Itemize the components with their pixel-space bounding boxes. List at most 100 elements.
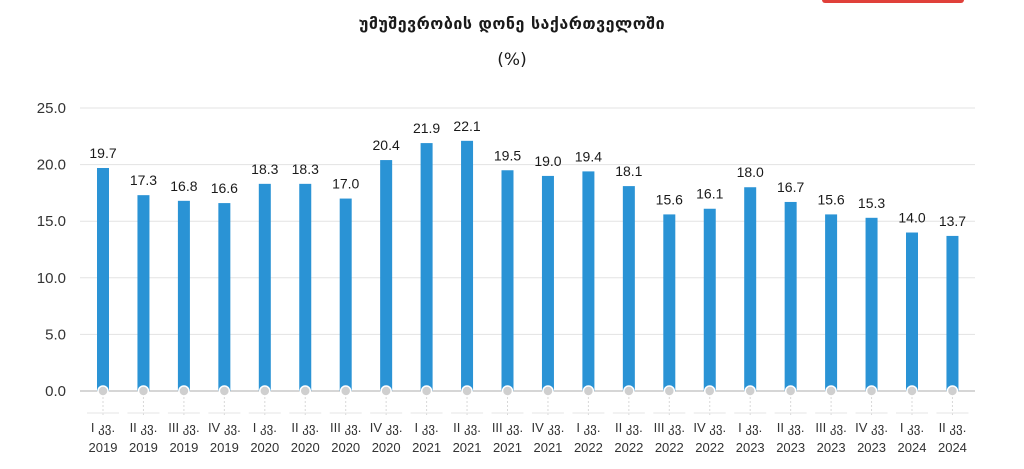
top-accent-bar — [822, 0, 964, 3]
x-tick-label-year: 2022 — [574, 440, 603, 455]
bar-base-marker — [542, 385, 554, 397]
bar — [784, 201, 797, 391]
y-tick-label: 15.0 — [37, 213, 66, 230]
x-tick-label-year: 2019 — [169, 440, 198, 455]
x-tick-label-quarter: III კვ. — [815, 420, 846, 435]
x-tick-label-quarter: I კვ. — [900, 420, 924, 435]
x-tick-label-quarter: I კვ. — [415, 420, 439, 435]
x-tick-label-year: 2019 — [129, 440, 158, 455]
data-label: 13.7 — [939, 213, 966, 229]
data-label: 18.0 — [737, 164, 764, 180]
data-label: 21.9 — [413, 120, 440, 136]
x-tick-label-year: 2022 — [695, 440, 724, 455]
bar — [177, 200, 190, 391]
x-tick-label-year: 2022 — [655, 440, 684, 455]
bar — [703, 208, 716, 391]
data-label: 15.6 — [656, 191, 683, 207]
x-tick-label-quarter: II კვ. — [291, 420, 319, 435]
bar — [744, 187, 757, 391]
data-label: 19.0 — [534, 153, 561, 169]
x-tick-label-quarter: II კვ. — [939, 420, 967, 435]
x-tick-label-year: 2023 — [736, 440, 765, 455]
y-tick-label: 5.0 — [45, 326, 66, 343]
bar — [825, 214, 838, 391]
bar — [420, 143, 433, 391]
x-tick-label-year: 2021 — [493, 440, 522, 455]
bar-base-marker — [744, 385, 756, 397]
bar-base-marker — [784, 385, 797, 397]
bar-base-marker — [946, 385, 959, 397]
x-tick-label-year: 2023 — [776, 440, 805, 455]
x-tick-label-year: 2020 — [372, 440, 401, 455]
bar — [946, 235, 959, 391]
x-tick-label-quarter: I კვ. — [576, 420, 600, 435]
data-label: 14.0 — [898, 210, 925, 226]
x-tick-label-year: 2019 — [89, 440, 118, 455]
x-tick-label-year: 2021 — [412, 440, 441, 455]
bar-base-marker — [259, 385, 271, 397]
x-tick-label-quarter: II კვ. — [615, 420, 643, 435]
bar-base-marker — [906, 385, 918, 397]
data-label: 17.0 — [332, 176, 359, 192]
data-label: 16.1 — [696, 186, 723, 202]
x-tick-label-quarter: I კვ. — [253, 420, 277, 435]
x-tick-label-quarter: II კვ. — [453, 420, 481, 435]
x-tick-label-quarter: I კვ. — [738, 420, 762, 435]
y-tick-label: 20.0 — [37, 157, 66, 174]
x-tick-label-year: 2024 — [938, 440, 967, 455]
bar-base-marker — [339, 385, 352, 397]
data-label: 16.7 — [777, 179, 804, 195]
y-tick-label: 10.0 — [37, 270, 66, 287]
bar-base-marker — [380, 385, 392, 397]
bar — [339, 198, 352, 391]
bar-base-marker — [582, 385, 595, 397]
data-label: 20.4 — [373, 137, 400, 153]
data-label: 17.3 — [130, 172, 157, 188]
data-label: 15.6 — [817, 191, 844, 207]
data-label: 19.4 — [575, 148, 602, 164]
data-label: 15.3 — [858, 195, 885, 211]
chart-title: უმუშევრობის დონე საქართველოში — [358, 14, 666, 33]
data-label: 18.3 — [251, 161, 278, 177]
x-tick-label-quarter: IV კვ. — [208, 420, 241, 435]
data-label: 19.7 — [89, 145, 116, 161]
bar-base-marker — [865, 385, 878, 397]
bar-base-marker — [97, 385, 109, 397]
bar-base-marker — [299, 385, 311, 397]
bar-base-marker — [501, 385, 514, 397]
bar — [97, 167, 109, 391]
data-label: 16.6 — [211, 180, 238, 196]
x-tick-label-year: 2023 — [857, 440, 886, 455]
bar-base-marker — [137, 385, 150, 397]
x-tick-label-year: 2023 — [817, 440, 846, 455]
x-tick-label-year: 2021 — [453, 440, 482, 455]
bar-base-marker — [218, 385, 231, 397]
bar — [865, 217, 878, 391]
bar-base-marker — [420, 385, 433, 397]
x-tick-label-year: 2020 — [291, 440, 320, 455]
bar — [541, 175, 554, 391]
data-label: 18.3 — [292, 161, 319, 177]
x-tick-label-quarter: III კვ. — [492, 420, 523, 435]
bar — [501, 170, 514, 391]
bar-base-marker — [704, 385, 716, 397]
y-tick-label: 25.0 — [37, 100, 66, 117]
y-tick-label: 0.0 — [45, 383, 66, 400]
bar-base-marker — [178, 385, 190, 397]
bar — [299, 183, 312, 391]
x-tick-label-quarter: IV კვ. — [855, 420, 888, 435]
data-label: 22.1 — [453, 118, 480, 134]
x-tick-label-quarter: II კვ. — [130, 420, 158, 435]
x-tick-label-year: 2022 — [614, 440, 643, 455]
bar-base-marker — [663, 385, 676, 397]
x-tick-label-year: 2020 — [331, 440, 360, 455]
bar — [218, 203, 231, 391]
x-tick-label-quarter: III კვ. — [168, 420, 199, 435]
bar — [461, 140, 474, 391]
chart-subtitle: (%) — [497, 50, 527, 70]
bar-base-marker — [825, 385, 837, 397]
bar — [582, 171, 595, 391]
x-tick-label-quarter: IV კვ. — [693, 420, 726, 435]
x-tick-label-quarter: II კვ. — [777, 420, 805, 435]
